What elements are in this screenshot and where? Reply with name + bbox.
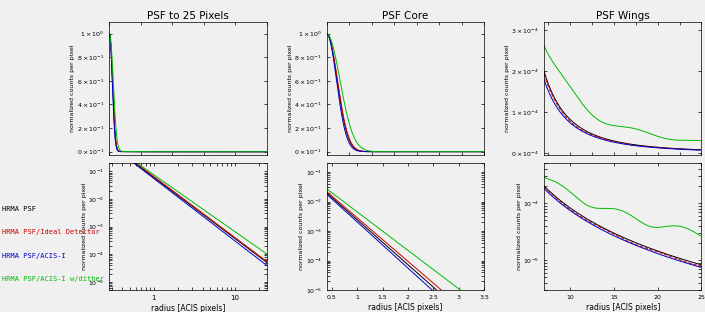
X-axis label: radius [ACIS pixels]: radius [ACIS pixels] bbox=[368, 303, 443, 312]
Y-axis label: normalized counts per pixel: normalized counts per pixel bbox=[288, 45, 293, 132]
Title: PSF Core: PSF Core bbox=[382, 11, 429, 21]
Text: HRMA PSF: HRMA PSF bbox=[2, 206, 36, 212]
Y-axis label: normalized counts per pixel: normalized counts per pixel bbox=[505, 45, 510, 132]
Y-axis label: normalized counts per pixel: normalized counts per pixel bbox=[82, 183, 87, 271]
Y-axis label: normalized counts per pixel: normalized counts per pixel bbox=[70, 45, 75, 132]
Text: HRMA PSF/ACIS-I: HRMA PSF/ACIS-I bbox=[2, 253, 66, 259]
Text: HRMA PSF/Ideal Detector: HRMA PSF/Ideal Detector bbox=[2, 229, 100, 235]
X-axis label: radius [ACIS pixels]: radius [ACIS pixels] bbox=[586, 303, 660, 312]
Title: PSF Wings: PSF Wings bbox=[596, 11, 649, 21]
Y-axis label: normalized counts per pixel: normalized counts per pixel bbox=[517, 183, 522, 271]
Text: HRMA PSF/ACIS-I w/dither: HRMA PSF/ACIS-I w/dither bbox=[2, 276, 104, 282]
Title: PSF to 25 Pixels: PSF to 25 Pixels bbox=[147, 11, 229, 21]
X-axis label: radius [ACIS pixels]: radius [ACIS pixels] bbox=[151, 304, 225, 312]
Y-axis label: normalized counts per pixel: normalized counts per pixel bbox=[299, 183, 304, 271]
